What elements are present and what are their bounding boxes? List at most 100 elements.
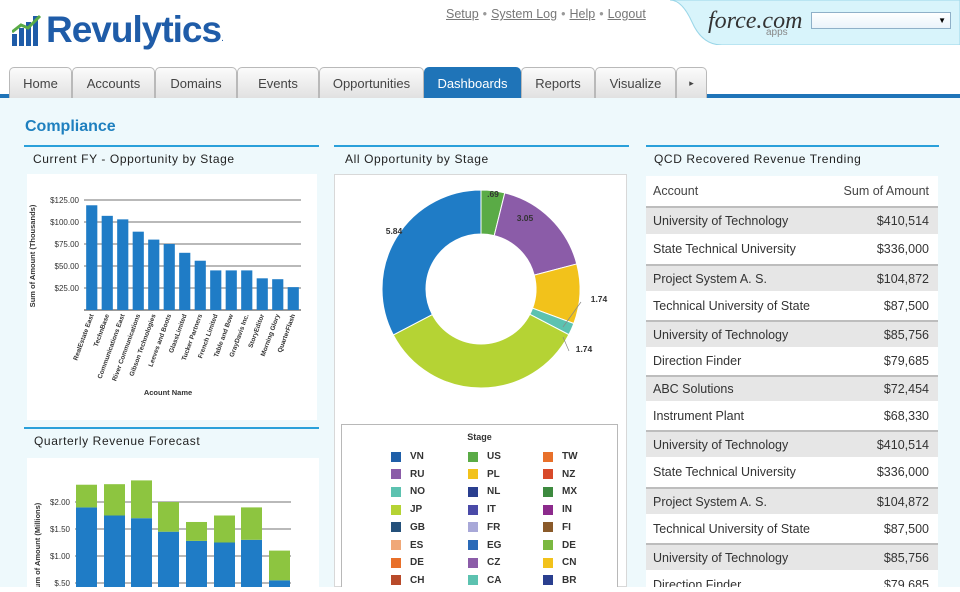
legend-item: NL — [468, 486, 500, 497]
stacked-bar-segment[interactable] — [131, 518, 152, 592]
legend-label: ES — [410, 539, 424, 551]
legend-swatch — [468, 557, 478, 568]
bar[interactable] — [256, 278, 268, 310]
revulytics-logo[interactable]: Revulytics . — [12, 9, 224, 50]
cell-account: University of Technology — [653, 327, 789, 342]
bar[interactable] — [225, 270, 237, 310]
table-row[interactable]: Technical University of State $87,500 — [646, 291, 938, 320]
y-tick-label: $50.00 — [55, 262, 80, 271]
legend-label: MX — [562, 486, 577, 498]
legend-swatch — [391, 469, 401, 480]
logout-link[interactable]: Logout — [607, 7, 646, 21]
table-row[interactable]: University of Technology $410,514 — [646, 430, 938, 457]
cell-amount: $104,872 — [876, 271, 929, 286]
cell-amount: $410,514 — [876, 214, 929, 228]
stacked-bar-segment[interactable] — [158, 502, 179, 532]
legend-item: CA — [468, 575, 501, 586]
stacked-bar-segment[interactable] — [131, 480, 152, 519]
bar[interactable] — [86, 205, 98, 310]
legend-swatch — [391, 504, 401, 515]
table-row[interactable]: Technical University of State $87,500 — [646, 514, 938, 543]
cell-amount: $410,514 — [876, 437, 929, 452]
help-link[interactable]: Help — [569, 7, 596, 21]
stacked-bar-segment[interactable] — [241, 539, 262, 592]
setup-link[interactable]: Setup — [446, 7, 479, 21]
cell-account: Technical University of State — [653, 521, 811, 536]
force-com-logo: force.com — [708, 8, 803, 34]
legend-item: NZ — [543, 469, 575, 480]
bar[interactable] — [210, 270, 222, 310]
legend-swatch — [391, 486, 401, 497]
legend-item: MX — [543, 486, 577, 497]
tab-visualize[interactable]: Visualize — [595, 67, 676, 98]
stacked-bar-segment[interactable] — [76, 507, 97, 592]
table-row[interactable]: State Technical University $336,000 — [646, 457, 938, 487]
tab-home[interactable]: Home — [9, 67, 72, 98]
stacked-bar-segment[interactable] — [269, 550, 290, 581]
legend-label: CZ — [487, 557, 501, 569]
legend-label: IT — [487, 504, 496, 516]
bar[interactable] — [241, 270, 253, 310]
tab-opportunities[interactable]: Opportunities — [319, 67, 424, 98]
legend-swatch — [391, 451, 401, 462]
table-row[interactable]: Instrument Plant $68,330 — [646, 401, 938, 430]
stacked-bar-segment[interactable] — [104, 484, 125, 516]
table-row[interactable]: University of Technology $85,756 — [646, 320, 938, 347]
system-log-link[interactable]: System Log — [491, 7, 558, 21]
legend-item: CN — [543, 557, 576, 568]
bar[interactable] — [132, 231, 144, 310]
stacked-bar-segment[interactable] — [76, 484, 97, 508]
bar[interactable] — [272, 279, 284, 310]
table-row[interactable]: Project System A. S. $104,872 — [646, 487, 938, 514]
legend-item: VN — [391, 451, 424, 462]
y-axis-label: Sum of Amount (Thousands) — [28, 204, 37, 307]
bar[interactable] — [101, 215, 113, 310]
table-row[interactable]: Direction Finder $79,685 — [646, 570, 938, 587]
stacked-bar-segment[interactable] — [214, 515, 235, 543]
tab-events[interactable]: Events — [237, 67, 319, 98]
cell-account: State Technical University — [653, 465, 796, 479]
stacked-bar-segment[interactable] — [214, 542, 235, 592]
legend-swatch — [468, 504, 478, 515]
bar[interactable] — [194, 260, 206, 310]
donut-slice[interactable] — [381, 189, 482, 336]
legend-label: BR — [562, 574, 577, 586]
cell-amount: $104,872 — [876, 494, 929, 509]
cell-amount: $336,000 — [876, 465, 929, 479]
bar[interactable] — [163, 244, 175, 310]
table-row[interactable]: Project System A. S. $104,872 — [646, 264, 938, 291]
x-tick-label: RealEstate East — [72, 313, 96, 362]
donut-slice[interactable] — [493, 192, 578, 276]
table-row[interactable]: Direction Finder $79,685 — [646, 347, 938, 375]
bar[interactable] — [287, 287, 299, 310]
tab-domains[interactable]: Domains — [155, 67, 237, 98]
app-header: Revulytics . Setup • System Log • Help • Logou… — [0, 0, 960, 62]
donut-slice[interactable] — [392, 313, 570, 389]
stage-donut-chart: .69 3.05 1.74 1.74 5.84 — [381, 189, 608, 389]
bar[interactable] — [179, 252, 191, 310]
bar[interactable] — [148, 239, 160, 310]
table-row[interactable]: University of Technology $410,514 — [646, 206, 938, 234]
slice-label: 3.05 — [517, 213, 534, 223]
tab-dashboards[interactable]: Dashboards — [424, 67, 521, 98]
y-tick-label: $75.00 — [55, 240, 80, 249]
table-row[interactable]: ABC Solutions $72,454 — [646, 375, 938, 401]
more-tabs-arrow-icon[interactable]: ▸ — [676, 67, 707, 98]
legend-label: CN — [562, 557, 577, 569]
stacked-bar-segment[interactable] — [158, 531, 179, 592]
qcd-table-header: Account Sum of Amount — [646, 176, 938, 206]
stacked-bar-segment[interactable] — [186, 521, 207, 541]
stacked-bar-segment[interactable] — [104, 515, 125, 592]
legend-item: FR — [468, 522, 500, 533]
table-row[interactable]: State Technical University $336,000 — [646, 234, 938, 264]
table-row[interactable]: University of Technology $85,756 — [646, 543, 938, 570]
stacked-bar-segment[interactable] — [186, 540, 207, 592]
tab-reports[interactable]: Reports — [521, 67, 595, 98]
legend-swatch — [543, 469, 553, 480]
legend-label: EG — [487, 539, 502, 551]
tab-accounts[interactable]: Accounts — [72, 67, 155, 98]
bar[interactable] — [117, 219, 129, 310]
app-selector[interactable]: ▼ — [811, 12, 951, 29]
stacked-bar-segment[interactable] — [241, 507, 262, 540]
stacked-bar-segment[interactable] — [269, 580, 290, 592]
